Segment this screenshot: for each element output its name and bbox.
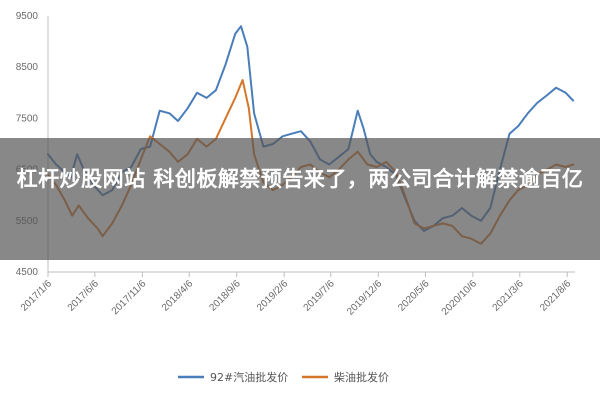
- y-tick-label: 4500: [16, 267, 39, 278]
- x-tick-label: 2019/2/6: [255, 278, 291, 314]
- title-overlay-band: [0, 138, 600, 260]
- x-tick-label: 2017/1/6: [19, 278, 55, 314]
- x-tick-label: 2021/3/6: [491, 278, 527, 314]
- article-title: 杠杆炒股网站 科创板解禁预告来了，两公司合计解禁逾百亿: [16, 167, 584, 191]
- x-axis-ticks: 2017/1/6 2017/6/6 2017/11/6 2018/4/6 2018/9/…: [19, 272, 574, 318]
- x-tick-label: 2019/7/6: [302, 278, 338, 314]
- chart-legend: 92#汽油批发价 柴油批发价: [178, 370, 389, 384]
- y-tick-label: 8500: [16, 62, 39, 73]
- x-tick-label: 2019/12/6: [345, 278, 385, 318]
- x-tick-label: 2020/5/6: [396, 278, 432, 314]
- legend-label-1: 92#汽油批发价: [210, 370, 288, 384]
- x-tick-label: 2017/6/6: [66, 278, 102, 314]
- legend-label-2: 柴油批发价: [334, 370, 389, 384]
- y-tick-label: 7500: [16, 113, 39, 124]
- x-tick-label: 2018/4/6: [160, 278, 196, 314]
- x-tick-label: 2018/9/6: [208, 278, 244, 314]
- y-tick-label: 9500: [16, 11, 39, 22]
- x-tick-label: 2017/11/6: [110, 278, 149, 317]
- x-tick-label: 2021/8/6: [538, 278, 574, 314]
- x-tick-label: 2020/10/6: [440, 278, 480, 318]
